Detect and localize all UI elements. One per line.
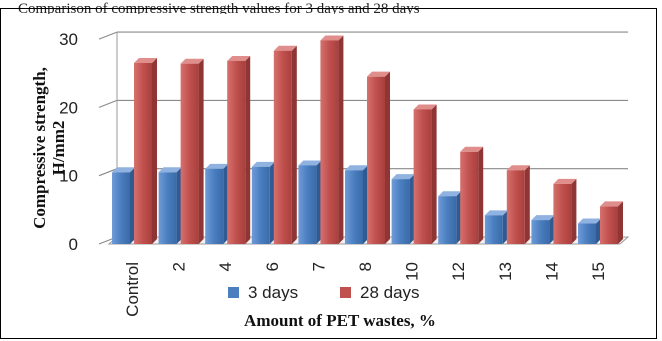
bar-28-days-4 xyxy=(227,60,246,245)
bar-side xyxy=(549,215,555,244)
bar-28-days-Control xyxy=(134,63,152,244)
bar-side xyxy=(596,218,601,244)
bar-side xyxy=(316,160,322,244)
bar-top xyxy=(205,163,229,169)
bar-side xyxy=(618,201,623,244)
bar-28-days-15 xyxy=(600,206,618,244)
y-axis-title-line-2: H/mm2 xyxy=(49,121,68,176)
bar-top xyxy=(251,161,275,167)
legend-occluder xyxy=(200,301,460,307)
bar-side xyxy=(176,167,182,244)
x-tick-label: 6 xyxy=(263,262,282,271)
bar-28-days-2 xyxy=(180,63,199,244)
bar-side xyxy=(409,174,415,244)
x-tick-label: 4 xyxy=(216,262,235,271)
bar-top xyxy=(320,35,344,41)
bar-28-days-14 xyxy=(553,183,572,244)
y-tick-label: 20 xyxy=(59,98,78,117)
bar-side xyxy=(338,35,344,244)
bar-top xyxy=(391,174,415,180)
bar-28-days-12 xyxy=(460,151,479,244)
bar-3-days-10 xyxy=(391,179,410,244)
bar-28-days-8 xyxy=(367,76,385,244)
bar-3-days-14 xyxy=(531,220,550,244)
caption-fragment: Comparison of compressive strength value… xyxy=(18,1,420,17)
bar-side xyxy=(478,146,484,244)
bar-side xyxy=(385,71,390,244)
y-axis-title: Compressive strength,H/mm2 xyxy=(30,67,68,229)
bar-28-days-13 xyxy=(506,170,525,244)
bar-3-days-2 xyxy=(158,172,177,244)
bar-side xyxy=(571,178,577,244)
gridline-depth xyxy=(98,168,118,177)
bar-top xyxy=(460,146,484,152)
x-tick-label: 15 xyxy=(589,262,608,281)
bar-top xyxy=(134,58,157,64)
bar-3-days-8 xyxy=(345,170,363,244)
x-tick-label: 12 xyxy=(449,262,468,281)
bar-3-days-13 xyxy=(484,215,503,244)
bar-top xyxy=(158,167,182,173)
bar-side xyxy=(502,210,508,244)
bar-3-days-6 xyxy=(251,166,270,244)
bar-top xyxy=(227,55,251,61)
y-tick-label: 0 xyxy=(69,235,78,254)
bar-side xyxy=(456,191,462,244)
x-tick-label: 10 xyxy=(403,262,422,281)
gridline-depth xyxy=(98,99,118,108)
x-tick-label: 13 xyxy=(496,262,515,281)
bar-top xyxy=(180,58,204,64)
legend: 3 days 28 days xyxy=(200,283,460,307)
bar-top xyxy=(531,215,555,221)
legend-swatch-2 xyxy=(340,287,351,298)
legend-label-2: 28 days xyxy=(360,283,420,302)
legend-label-1: 3 days xyxy=(248,283,298,302)
bar-side xyxy=(269,161,275,244)
x-tick-label: 7 xyxy=(309,262,328,271)
bar-3-days-12 xyxy=(438,196,457,244)
x-tick-label: Control xyxy=(123,262,142,317)
bar-side xyxy=(431,104,437,244)
bar-top xyxy=(438,191,462,197)
y-axis-title-line-1: Compressive strength, xyxy=(30,67,49,229)
bar-3-days-15 xyxy=(578,223,596,244)
bar-side xyxy=(130,167,135,244)
bar-top xyxy=(367,71,390,77)
bar-side xyxy=(245,55,251,245)
bar-top xyxy=(298,160,322,166)
bar-top xyxy=(345,165,368,171)
bar-3-days-4 xyxy=(205,168,224,244)
bar-side xyxy=(524,165,530,244)
bar-side xyxy=(223,163,229,244)
bar-top xyxy=(112,167,135,173)
bar-3-days-7 xyxy=(298,165,317,244)
bar-3-days-Control xyxy=(112,172,130,244)
y-tick-label: 10 xyxy=(59,167,78,186)
bar-top xyxy=(578,218,601,224)
bar-top xyxy=(553,178,577,184)
bar-side xyxy=(291,45,297,244)
y-tick-label: 30 xyxy=(59,30,78,49)
x-tick-label: 8 xyxy=(356,262,375,271)
bar-top xyxy=(273,45,297,51)
x-tick-label: 2 xyxy=(170,262,189,271)
bar-top xyxy=(600,201,623,207)
x-tick-label: 14 xyxy=(542,262,561,281)
bar-top xyxy=(484,210,508,216)
bar-top xyxy=(506,165,530,171)
x-axis-title: Amount of PET wastes, % xyxy=(244,311,436,330)
bar-28-days-6 xyxy=(273,50,292,244)
legend-swatch-1 xyxy=(228,287,239,298)
plot-area: 0 10 20 30 Control 2 4 6 7 8 10 12 13 14 15 3 days 28 da… xyxy=(59,30,630,317)
bar-side xyxy=(198,58,204,244)
bar-top xyxy=(413,104,437,110)
gridline-depth xyxy=(98,31,118,40)
bar-side xyxy=(363,165,368,244)
bar-28-days-7 xyxy=(320,40,339,244)
bar-28-days-10 xyxy=(413,109,432,244)
bar-side xyxy=(152,58,157,244)
